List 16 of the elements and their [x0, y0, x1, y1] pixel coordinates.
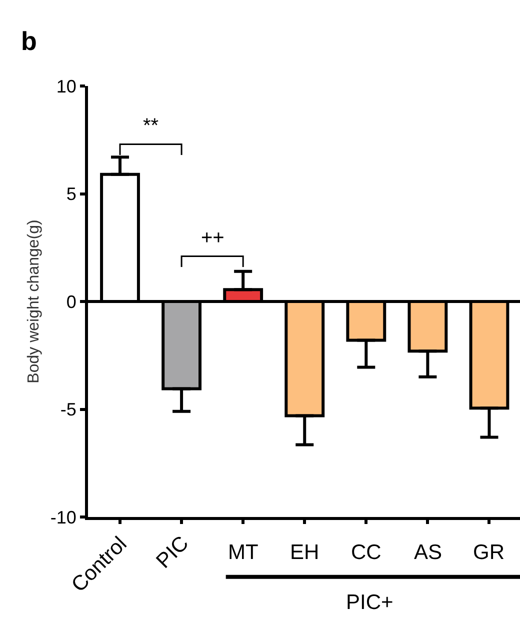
annotation: ++: [201, 227, 224, 249]
y-tick-label: 0: [66, 292, 76, 312]
x-tick-label: PIC: [152, 532, 194, 573]
y-tick-label: -5: [60, 400, 76, 420]
y-tick-label: -10: [50, 507, 76, 528]
y-tick-label: 10: [56, 76, 76, 96]
annotation: **: [143, 115, 159, 137]
x-tick-label: AS: [414, 541, 442, 564]
x-tick-label: CC: [351, 541, 382, 564]
x-tick-label: MT: [228, 541, 258, 564]
y-axis-title: Body weight change(g): [25, 220, 42, 384]
text: PIC+: [346, 591, 394, 614]
y-tick-label: 5: [66, 184, 76, 204]
x-tick-label: EH: [290, 541, 320, 564]
x-tick-label: GR: [473, 541, 504, 564]
chart-title: b: [21, 26, 37, 56]
